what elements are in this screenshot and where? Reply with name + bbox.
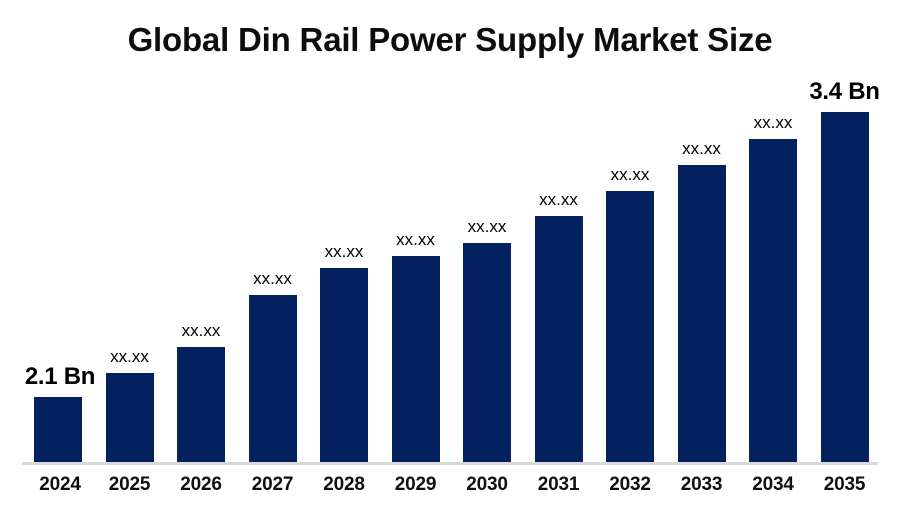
x-tick-2027: 2027 — [251, 474, 294, 495]
title-suffix: Market Size — [584, 21, 773, 58]
x-tick-2033: 2033 — [680, 474, 723, 495]
bar-value-label-2033: xx.xx — [682, 139, 721, 158]
x-tick-2025: 2025 — [108, 474, 151, 495]
bar-2028[interactable] — [320, 268, 368, 462]
bar-value-label-2024: 2.1 Bn — [24, 363, 96, 390]
x-tick-2028: 2028 — [323, 474, 365, 495]
x-tick-2029: 2029 — [394, 474, 437, 495]
title-prefix: Global — [127, 21, 239, 58]
bar-value-label-2029: xx.xx — [396, 230, 435, 249]
x-tick-2024: 2024 — [39, 474, 81, 495]
bar-value-label-2031: xx.xx — [539, 190, 578, 209]
bar-2025[interactable] — [105, 373, 154, 462]
bar-2035[interactable] — [820, 112, 869, 462]
bar-2034[interactable] — [749, 139, 797, 462]
bar-value-label-2035: 3.4 Bn — [809, 78, 880, 105]
x-axis-line — [22, 462, 878, 465]
bar-value-label-2026: xx.xx — [181, 321, 221, 340]
bar-2026[interactable] — [177, 347, 225, 462]
bar-2032[interactable] — [606, 191, 654, 462]
bar-value-label-2034: xx.xx — [753, 113, 793, 132]
bar-2029[interactable] — [391, 256, 440, 462]
x-tick-2031: 2031 — [537, 474, 580, 495]
x-tick-2035: 2035 — [823, 474, 866, 495]
bar-value-label-2025: xx.xx — [110, 347, 149, 366]
bar-value-label-2030: xx.xx — [467, 217, 507, 236]
bar-2033[interactable] — [677, 165, 726, 462]
x-tick-2034: 2034 — [752, 474, 794, 495]
bar-value-label-2027: xx.xx — [253, 269, 292, 288]
bar-value-label-2032: xx.xx — [610, 165, 650, 184]
bar-value-label-2028: xx.xx — [324, 242, 364, 261]
bar-2030[interactable] — [463, 243, 511, 462]
title-emphasis: Din Rail Power Supply — [238, 21, 585, 58]
x-tick-2030: 2030 — [466, 474, 508, 495]
x-tick-2026: 2026 — [180, 474, 222, 495]
x-tick-2032: 2032 — [609, 474, 651, 495]
bar-2031[interactable] — [534, 216, 583, 462]
page-title: Global Din Rail Power Supply Market Size — [0, 20, 900, 60]
bar-2027[interactable] — [248, 295, 297, 462]
bar-2024[interactable] — [34, 397, 82, 462]
